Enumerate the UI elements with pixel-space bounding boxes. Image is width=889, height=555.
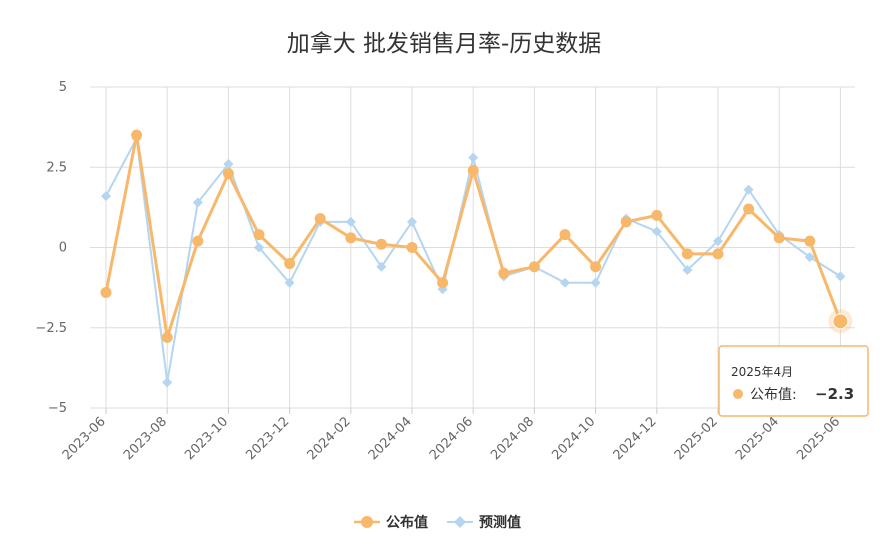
actual-point bbox=[345, 232, 357, 244]
legend-actual-label: 公布值 bbox=[386, 514, 428, 531]
actual-point bbox=[620, 216, 632, 228]
x-tick-label: 2023-10 bbox=[182, 414, 231, 463]
actual-point bbox=[161, 331, 173, 343]
actual-point bbox=[590, 261, 602, 273]
forecast-point bbox=[560, 277, 570, 288]
x-tick-label: 2024-02 bbox=[305, 414, 354, 463]
forecast-point bbox=[713, 236, 723, 247]
x-axis-ticks: 2023-06 2023-08 2023-10 2023-12 2024-02 2024-… bbox=[60, 414, 843, 463]
y-axis-ticks: 5 2.5 0 −2.5 −5 bbox=[35, 80, 67, 416]
legend-item-actual[interactable]: 公布值 bbox=[354, 514, 428, 531]
legend-actual-marker bbox=[361, 516, 373, 528]
forecast-point bbox=[407, 216, 417, 227]
actual-point bbox=[804, 235, 816, 247]
actual-point bbox=[375, 238, 387, 250]
actual-point bbox=[314, 213, 326, 225]
x-tick-label: 2024-12 bbox=[611, 414, 660, 463]
actual-point bbox=[406, 242, 418, 253]
actual-point bbox=[100, 286, 112, 298]
tooltip: 2025年4月 公布值: −2.3 bbox=[718, 345, 869, 417]
y-tick-label: 2.5 bbox=[46, 160, 67, 175]
actual-point bbox=[192, 235, 204, 247]
x-tick-label: 2023-08 bbox=[121, 414, 170, 463]
actual-point bbox=[131, 129, 143, 141]
x-tick-label: 2024-04 bbox=[366, 414, 415, 463]
legend-item-forecast[interactable]: 预测值 bbox=[447, 514, 521, 531]
tooltip-value: −2.3 bbox=[815, 385, 854, 403]
actual-point bbox=[773, 232, 785, 244]
forecast-point bbox=[376, 261, 387, 272]
grid bbox=[90, 86, 855, 414]
x-tick-label: 2023-12 bbox=[243, 414, 292, 463]
actual-point bbox=[681, 248, 693, 260]
actual-point bbox=[467, 164, 479, 176]
tooltip-box bbox=[718, 345, 869, 417]
actual-point bbox=[222, 168, 234, 180]
forecast-point bbox=[682, 264, 693, 275]
actual-point bbox=[253, 229, 265, 241]
forecast-point bbox=[345, 216, 356, 227]
series-actual bbox=[100, 129, 846, 343]
forecast-point bbox=[743, 184, 754, 195]
actual-point bbox=[437, 277, 449, 289]
forecast-point bbox=[590, 277, 601, 288]
x-tick-label: 2024-06 bbox=[427, 414, 476, 463]
forecast-point bbox=[804, 252, 815, 263]
tooltip-date: 2025年4月 bbox=[731, 365, 793, 379]
chart-title: 加拿大 批发销售月率-历史数据 bbox=[287, 30, 602, 57]
legend-forecast-marker bbox=[454, 516, 466, 528]
highlight-point bbox=[828, 309, 853, 334]
y-tick-label: −5 bbox=[48, 401, 67, 416]
actual-point bbox=[559, 229, 571, 241]
forecast-point bbox=[651, 226, 662, 237]
tooltip-series-label: 公布值: bbox=[750, 387, 797, 403]
legend-forecast-label: 预测值 bbox=[479, 514, 521, 531]
forecast-point bbox=[468, 152, 479, 163]
y-tick-label: 5 bbox=[59, 80, 67, 95]
actual-point bbox=[498, 267, 510, 279]
actual-point bbox=[712, 248, 724, 260]
forecast-point bbox=[254, 242, 264, 253]
forecast-point bbox=[835, 271, 846, 282]
forecast-point bbox=[101, 191, 111, 202]
tooltip-series-dot bbox=[733, 389, 743, 399]
legend: 公布值 预测值 bbox=[354, 514, 521, 531]
forecast-point bbox=[223, 159, 234, 170]
forecast-point bbox=[192, 197, 203, 208]
x-tick-label: 2023-06 bbox=[60, 414, 109, 463]
y-tick-label: 0 bbox=[59, 241, 67, 256]
forecast-point bbox=[162, 377, 173, 388]
actual-point bbox=[528, 261, 540, 273]
x-tick-label: 2024-08 bbox=[488, 414, 537, 463]
forecast-point bbox=[284, 277, 295, 288]
actual-point bbox=[743, 203, 755, 215]
actual-point bbox=[284, 258, 296, 270]
y-tick-label: −2.5 bbox=[35, 321, 67, 336]
highlight-dot bbox=[832, 313, 849, 330]
x-tick-label: 2024-10 bbox=[549, 414, 598, 463]
x-tick-label: 2025-06 bbox=[794, 414, 843, 463]
x-tick-label: 2025-04 bbox=[733, 414, 782, 463]
actual-point bbox=[651, 209, 663, 221]
x-tick-label: 2025-02 bbox=[672, 414, 721, 463]
